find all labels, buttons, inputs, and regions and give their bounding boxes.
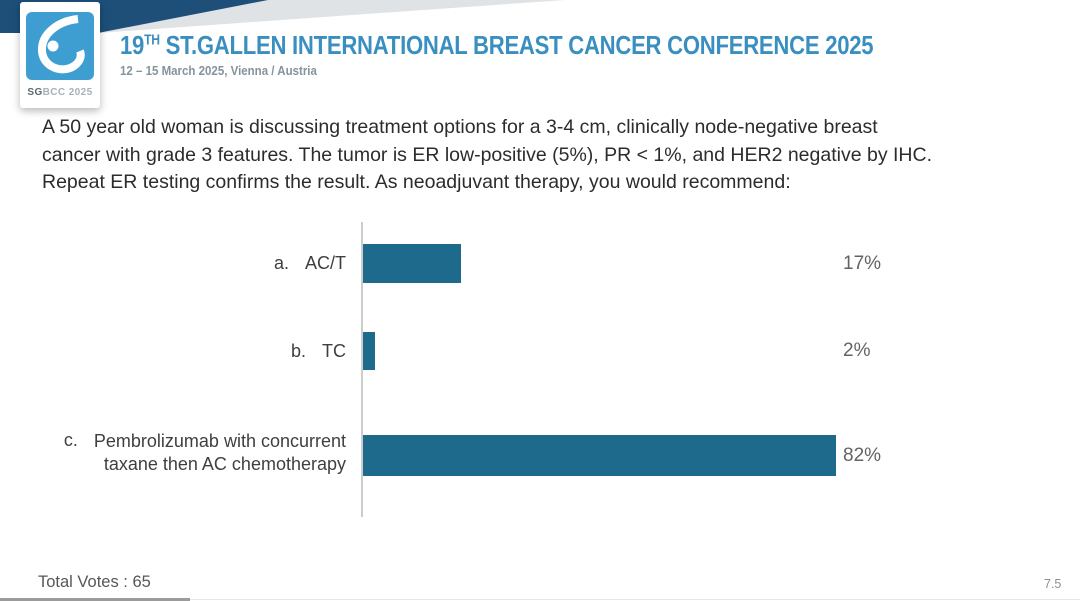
sgbcc-logo-text: SGBCC 2025	[27, 87, 92, 98]
slide-page-number: 7.5	[1044, 577, 1062, 591]
bar-option-a	[363, 244, 461, 283]
option-c-letter: c.	[63, 430, 78, 450]
conference-header: 19TH ST.GALLEN INTERNATIONAL BREAST CANC…	[120, 30, 1006, 78]
sgbcc-logo-card: SGBCC 2025	[20, 2, 100, 108]
option-c-text-line-2: taxane then AC chemotherapy	[103, 454, 346, 474]
option-b-percentage: 2%	[843, 340, 871, 361]
chart-axis-line	[361, 222, 363, 517]
total-votes-label: Total Votes : 65	[38, 573, 151, 591]
option-a-letter: a.	[273, 253, 289, 273]
option-b-letter: b.	[290, 340, 306, 361]
option-b-text: TC	[322, 340, 346, 361]
option-c-percentage: 82%	[843, 444, 882, 466]
bar-option-b	[363, 332, 375, 370]
option-a-text: AC/T	[304, 253, 346, 273]
option-a-label: a. AC/T	[274, 244, 346, 283]
bottom-dark-segment	[0, 598, 190, 601]
logo-text-bold: SG	[27, 87, 43, 98]
option-c-label: c. Pembrolizumab with concurrent taxane …	[64, 430, 346, 476]
poll-question: A 50 year old woman is discussing treatm…	[42, 114, 1002, 197]
question-line-3: Repeat ER testing confirms the result. A…	[42, 171, 791, 193]
option-c-text: Pembrolizumab with concurrent taxane the…	[94, 430, 346, 476]
option-b-label: b. TC	[291, 332, 346, 370]
logo-text-rest: BCC 2025	[42, 87, 93, 98]
title-number: 19	[120, 30, 145, 60]
bottom-hairline	[0, 599, 1080, 600]
conference-subtitle: 12 – 15 March 2025, Vienna / Austria	[120, 64, 317, 78]
title-rest: ST.GALLEN INTERNATIONAL BREAST CANCER CO…	[159, 30, 874, 60]
question-line-2: cancer with grade 3 features. The tumor …	[42, 143, 932, 166]
bar-option-c	[363, 435, 836, 476]
breast-teardrop-icon	[38, 15, 85, 74]
question-line-1: A 50 year old woman is discussing treatm…	[42, 116, 878, 138]
option-c-text-line-1: Pembrolizumab with concurrent	[93, 431, 346, 451]
title-ordinal-sup: TH	[144, 32, 160, 49]
option-a-percentage: 17%	[843, 252, 882, 274]
sgbcc-logo-square	[26, 12, 94, 80]
conference-title: 19TH ST.GALLEN INTERNATIONAL BREAST CANC…	[120, 30, 874, 61]
